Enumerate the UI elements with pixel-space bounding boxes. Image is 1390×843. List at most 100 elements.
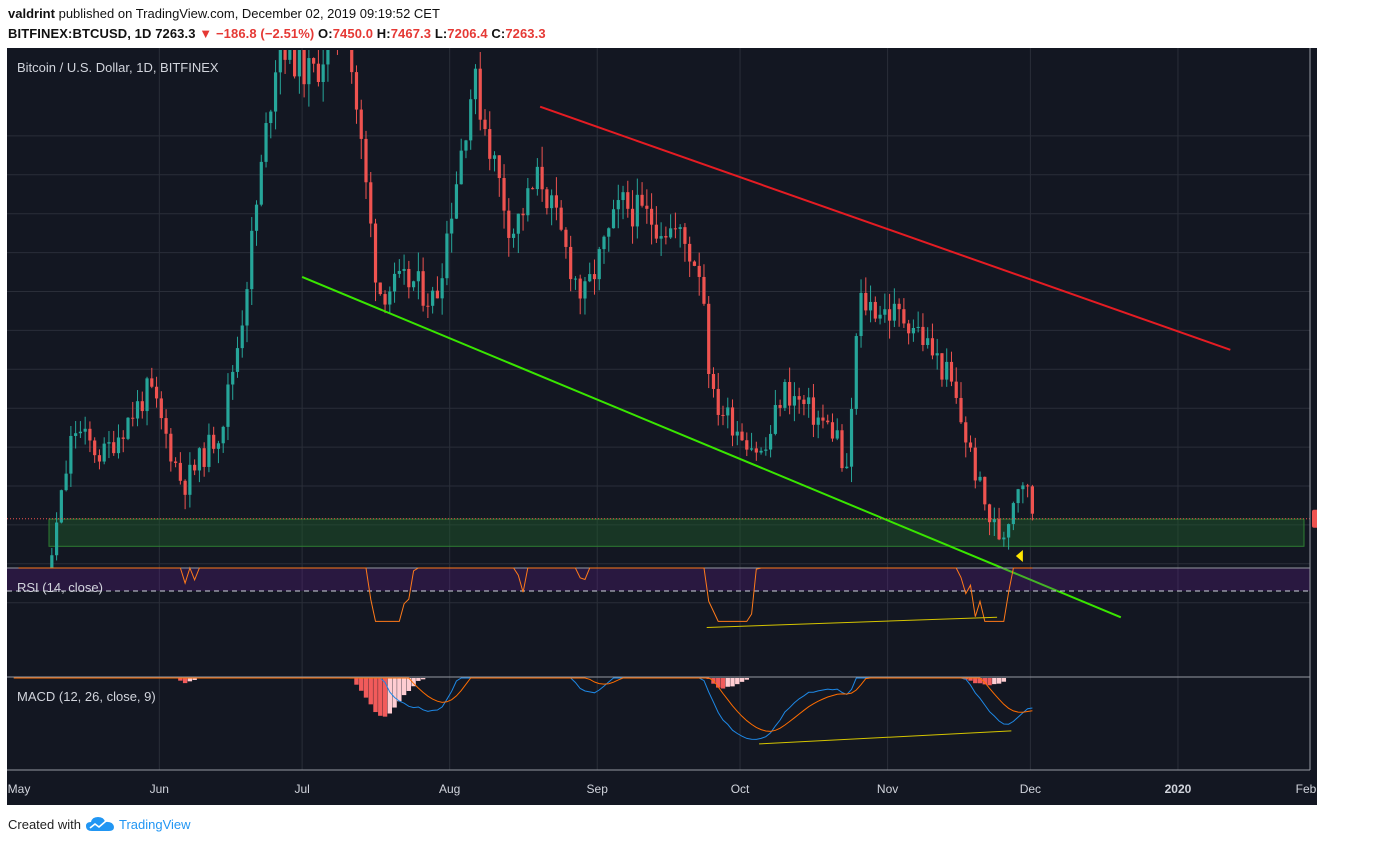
macd-histogram-bar (182, 678, 188, 684)
candle-body (507, 210, 511, 238)
macd-histogram-bar (977, 678, 983, 684)
axes-layer: 11200.010800.010400.010000.09600.09200.0… (7, 48, 1317, 796)
candle-body (987, 504, 992, 523)
macd-histogram-bar (420, 678, 426, 680)
candle-body (164, 418, 168, 434)
candle-body (597, 249, 601, 280)
candle-body (450, 218, 454, 234)
candle-body (464, 140, 468, 151)
candle-body (407, 268, 411, 288)
macd-histogram-bar (178, 678, 183, 681)
candle-body (250, 230, 254, 290)
candle-body (783, 381, 787, 408)
time-tick-label: Feb (1296, 782, 1317, 796)
candle-body (588, 274, 592, 282)
candle-body (83, 428, 87, 432)
candle-body (478, 68, 482, 120)
candle-body (1011, 503, 1015, 525)
low-label: L: (434, 26, 448, 41)
candle-body (392, 273, 397, 292)
author-name[interactable]: valdrint (8, 6, 55, 21)
rsi-band (7, 568, 1310, 591)
candle-body (116, 437, 121, 454)
candle-body (188, 464, 192, 495)
candle-body (826, 420, 830, 423)
candle-body (907, 323, 911, 334)
support-zone (48, 518, 1305, 547)
candle-body (616, 200, 620, 210)
candle-body (1016, 489, 1020, 504)
candle-body (221, 426, 225, 444)
candle-body (183, 480, 187, 495)
candle-body (159, 398, 163, 419)
candle-body (997, 519, 1001, 540)
candle-body (93, 440, 97, 456)
candle-body (59, 490, 63, 523)
candle-body (426, 305, 430, 307)
chart-area[interactable]: 11200.010800.010400.010000.09600.09200.0… (7, 48, 1317, 805)
candle-body (788, 381, 792, 406)
macd-histogram-bar (744, 678, 749, 680)
candle-body (769, 433, 773, 450)
candle-body (207, 434, 211, 467)
candle-body (654, 224, 658, 239)
high-label: H: (376, 26, 391, 41)
candle-body (721, 414, 725, 416)
tradingview-brand[interactable]: TradingView (118, 816, 191, 832)
candle-body (1021, 485, 1025, 490)
candle-body (897, 303, 901, 310)
candle-body (602, 236, 606, 250)
close-label: C: (491, 26, 506, 41)
support-zone-rect (48, 518, 1305, 547)
candle-body (350, 50, 354, 73)
candle-body (445, 233, 449, 279)
macd-histogram-bar (401, 678, 407, 696)
candle-body (545, 189, 549, 209)
candle-body (740, 431, 744, 441)
candle-body (673, 228, 677, 230)
candle-body (911, 328, 915, 334)
candle-body (193, 464, 197, 471)
candle-body (497, 155, 501, 179)
candle-body (369, 182, 373, 224)
candle-body (269, 111, 273, 124)
candle-body (749, 448, 754, 450)
last-price-tag (1312, 509, 1317, 528)
trendlines-layer (7, 105, 1310, 619)
time-tick-label: Jul (294, 782, 309, 796)
candle-body (64, 473, 68, 491)
candle-body (959, 397, 963, 423)
candle-body (121, 437, 125, 439)
candle-body (835, 430, 839, 439)
candle-body (531, 188, 535, 190)
macd-histogram-bar (363, 678, 369, 698)
macd-histogram-bar (982, 678, 987, 685)
candle-body (773, 405, 777, 434)
candle-body (402, 268, 406, 271)
candle-body (730, 407, 735, 436)
candle-body (145, 378, 149, 412)
candle-body (792, 396, 796, 406)
macd-histogram-bar (392, 678, 397, 708)
candle-body (883, 309, 887, 315)
macd-histogram-bar (730, 678, 735, 687)
last-price: 7263.3 (155, 26, 196, 41)
candle-body (669, 228, 673, 238)
candle-body (711, 374, 716, 389)
open-label: O: (318, 26, 333, 41)
candle-body (983, 476, 987, 505)
candle-body (273, 72, 278, 112)
candle-body (1030, 486, 1034, 514)
publish-info: valdrint published on TradingView.com, D… (8, 6, 440, 21)
candle-body (69, 435, 73, 474)
candle-body (716, 388, 720, 415)
high-value: 7467.3 (390, 26, 432, 41)
down-arrow-icon: ▼ (199, 26, 213, 41)
candle-body (735, 431, 739, 436)
candle-body (626, 192, 630, 209)
candle-body (678, 227, 682, 229)
candle-body (78, 431, 82, 434)
rsi-divergence-line (706, 616, 998, 628)
candle-body (421, 271, 425, 306)
macd-histogram-bar (368, 678, 373, 705)
